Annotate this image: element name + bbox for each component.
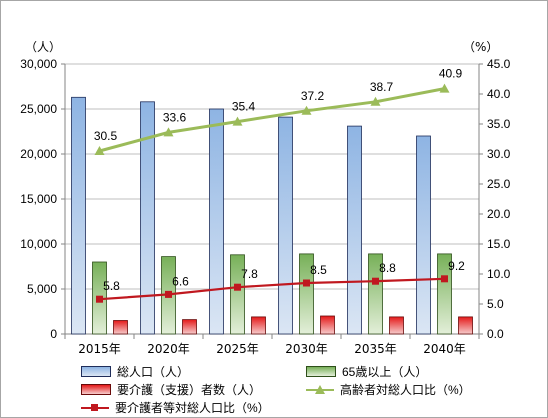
right-tick-label: 25.0 xyxy=(487,177,511,191)
bar-care-needed xyxy=(458,316,473,335)
bar-elderly xyxy=(299,253,314,335)
data-label-care-ratio: 5.8 xyxy=(103,279,120,293)
left-tick-label: 0 xyxy=(50,327,57,341)
line-care-ratio xyxy=(99,277,445,301)
point-care-ratio xyxy=(303,279,310,287)
right-tick-label: 10.0 xyxy=(487,267,511,281)
data-label-elderly-ratio: 37.2 xyxy=(301,89,325,103)
left-tick-label: 10,000 xyxy=(20,237,57,251)
data-label-elderly-ratio: 40.9 xyxy=(439,67,463,81)
data-label-care-ratio: 7.8 xyxy=(241,267,258,281)
bar-elderly xyxy=(437,253,452,335)
x-tick-label: 2040年 xyxy=(423,342,466,356)
right-tick-label: 30.0 xyxy=(487,147,511,161)
point-elderly-ratio xyxy=(439,83,450,93)
line-elderly-ratio xyxy=(99,87,445,153)
right-tick-label: 40.0 xyxy=(487,87,511,101)
bar-total-population xyxy=(209,108,224,335)
point-elderly-ratio xyxy=(94,146,105,155)
data-label-elderly-ratio: 33.6 xyxy=(163,110,187,124)
bar-total-population xyxy=(347,125,362,335)
x-tick-label: 2020年 xyxy=(147,342,190,356)
point-care-ratio xyxy=(96,295,103,303)
data-label-care-ratio: 8.5 xyxy=(310,263,327,277)
bar-total-population xyxy=(71,96,86,335)
point-elderly-ratio xyxy=(163,127,174,137)
point-care-ratio xyxy=(372,277,379,285)
left-tick-label: 25,000 xyxy=(20,102,57,116)
left-tick-label: 20,000 xyxy=(20,147,57,161)
bar-total-population xyxy=(416,135,431,335)
bar-care-needed xyxy=(182,319,197,335)
bar-elderly xyxy=(368,253,383,335)
right-tick-label: 0.0 xyxy=(487,327,504,341)
bar-care-needed xyxy=(320,315,335,335)
left-tick-label: 15,000 xyxy=(20,192,57,206)
left-tick-label: 5,000 xyxy=(27,282,57,296)
x-tick-label: 2035年 xyxy=(354,342,397,356)
left-tick-label: 30,000 xyxy=(20,57,57,71)
data-label-care-ratio: 9.2 xyxy=(448,259,465,273)
point-care-ratio xyxy=(234,283,241,291)
x-tick-label: 2015年 xyxy=(78,342,121,356)
point-elderly-ratio xyxy=(370,96,381,106)
right-tick-label: 45.0 xyxy=(487,57,511,71)
right-tick-label: 5.0 xyxy=(487,297,504,311)
data-label-elderly-ratio: 35.4 xyxy=(232,100,256,114)
bar-total-population xyxy=(278,116,293,335)
bar-total-population xyxy=(140,101,155,335)
bar-elderly xyxy=(230,254,245,335)
data-label-elderly-ratio: 38.7 xyxy=(370,80,394,94)
data-label-care-ratio: 8.8 xyxy=(379,261,396,275)
data-label-elderly-ratio: 30.5 xyxy=(94,129,118,143)
right-axis-unit: （%） xyxy=(463,40,498,54)
point-care-ratio xyxy=(165,290,172,298)
right-tick-label: 35.0 xyxy=(487,117,511,131)
right-tick-label: 15.0 xyxy=(487,237,511,251)
bar-care-needed xyxy=(389,316,404,335)
right-tick-label: 20.0 xyxy=(487,207,511,221)
x-tick-label: 2030年 xyxy=(285,342,328,356)
point-elderly-ratio xyxy=(232,116,243,126)
x-tick-label: 2025年 xyxy=(216,342,259,356)
point-elderly-ratio xyxy=(301,105,312,115)
bar-care-needed xyxy=(251,316,266,335)
bar-care-needed xyxy=(113,320,128,335)
left-axis-unit: （人） xyxy=(25,40,61,54)
point-care-ratio xyxy=(441,275,448,283)
data-label-care-ratio: 6.6 xyxy=(172,274,189,288)
